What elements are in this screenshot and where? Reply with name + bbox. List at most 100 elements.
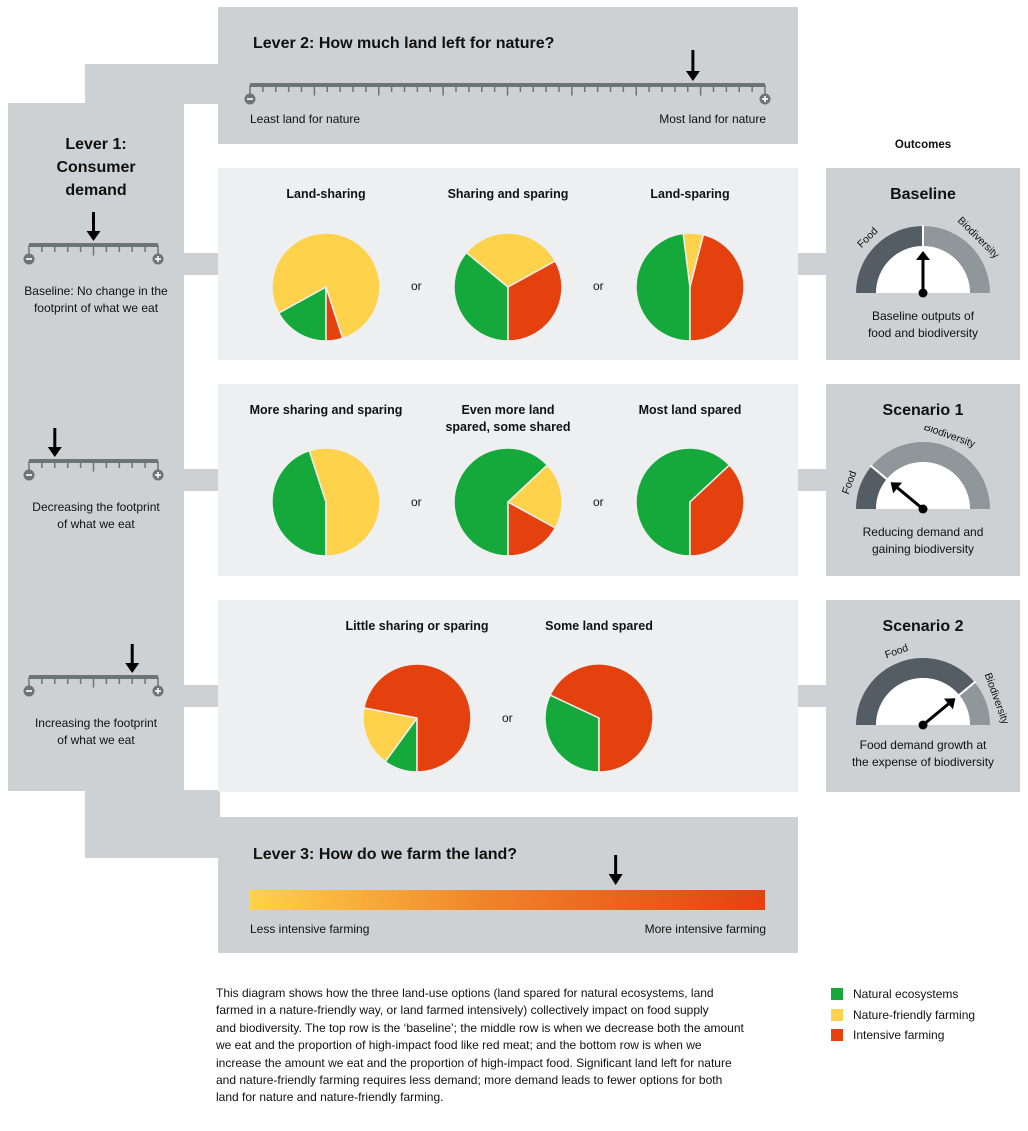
indicator-arrow-head: [125, 663, 140, 673]
or-label: or: [411, 495, 422, 509]
gauge-center: [876, 462, 970, 509]
pie-title-little-sharing-or-sparing: Little sharing or sparing: [327, 618, 507, 635]
pie-title-line1: Even more land: [461, 403, 555, 417]
lever1-baseline-label: Baseline: No change in the footprint of …: [8, 283, 184, 317]
connector-lever2: [85, 64, 220, 104]
gauge-divider: [869, 464, 889, 481]
lever1-title-line1: Lever 1:: [65, 136, 127, 153]
lever2-left-label: Least land for nature: [250, 112, 361, 126]
pie-chart-land-sharing: [271, 232, 381, 342]
pie-chart-sharing-and-sparing: [453, 232, 563, 342]
gauge-needle: [922, 702, 950, 727]
lever1-increasing-label: Increasing the footprint of what we eat: [8, 715, 184, 749]
gauge-needle-head: [890, 482, 903, 494]
outcome-title: Scenario 2: [882, 618, 964, 635]
pie-slice-natural: [635, 232, 691, 342]
pie-slice-intensive: [363, 663, 472, 773]
lever1-baseline-label-line1: Baseline: No change in the: [24, 284, 168, 298]
pie-slice-friendly: [506, 463, 563, 530]
outcome-description-line1: Baseline outputs of: [871, 309, 975, 323]
lever3-box: Lever 3: How do we farm the land? Less i…: [218, 817, 798, 953]
pie-slice-natural: [453, 251, 509, 342]
pie-title-line1: Some land spared: [545, 619, 653, 633]
pie-slice-intensive: [549, 663, 654, 773]
indicator-arrow-head: [47, 447, 62, 457]
outcome-description-line2: food and biodiversity: [867, 326, 979, 340]
pie-slice-natural: [453, 447, 549, 557]
gauge-food-arc: [856, 466, 887, 509]
pie-chart-land-sparing: [635, 232, 745, 342]
lever1-increasing-ruler: [23, 644, 164, 697]
lever1-title-line3: demand: [65, 182, 127, 199]
pie-slice-intensive: [507, 259, 563, 342]
gauge-divider: [957, 680, 977, 697]
lever1-baseline-label-line2: footprint of what we eat: [33, 301, 159, 315]
connector-lever3: [85, 790, 220, 858]
indicator-arrow-head: [86, 231, 101, 241]
connector-row3-left: [183, 685, 219, 707]
lever1-title: Lever 1: Consumer demand: [8, 133, 184, 202]
connector-row2-right: [796, 469, 826, 491]
pie-title-sharing-and-sparing: Sharing and sparing: [418, 186, 598, 203]
or-label: or: [411, 279, 422, 293]
pie-title-more-sharing-and-sparing: More sharing and sparing: [236, 402, 416, 419]
pie-title-land-sharing: Land-sharing: [236, 186, 416, 203]
lever1-title-line2: Consumer: [56, 159, 136, 176]
pie-slice-intensive: [325, 286, 344, 342]
outcome-gauge-baseline: Food Biodiversity: [855, 215, 1002, 298]
pie-slice-natural: [544, 694, 600, 773]
lever1-decreasing-label: Decreasing the footprint of what we eat: [8, 499, 184, 533]
gauge-food-arc: [856, 658, 975, 725]
legend-swatch-intensive: [831, 1029, 843, 1041]
description-line: farmed in a nature-friendly way, or land…: [216, 1003, 709, 1018]
legend-label: Nature-friendly farming: [853, 1008, 976, 1022]
intensity-gradient: [250, 890, 765, 910]
legend-swatch-friendly: [831, 1009, 843, 1021]
outcome-description-line1: Reducing demand and: [862, 525, 984, 539]
pie-title-most-land-spared: Most land spared: [600, 402, 780, 419]
pie-title-some-land-spared: Some land spared: [509, 618, 689, 635]
lever2-right-label: Most land for nature: [659, 112, 766, 126]
pie-panel-increasing: [218, 600, 798, 792]
lever1-baseline-ruler: [23, 212, 164, 265]
pie-slice-intensive: [507, 500, 557, 557]
lever1-decreasing-label-line1: Decreasing the footprint: [32, 500, 160, 514]
connector-row1-left: [183, 253, 219, 275]
outcome-description-line1: Food demand growth at: [859, 738, 987, 752]
legend-swatch-natural: [831, 988, 843, 1000]
pie-slice-friendly: [465, 232, 557, 288]
legend-label: Natural ecosystems: [853, 987, 959, 1001]
lever3-title: Lever 3: How do we farm the land?: [253, 846, 518, 863]
gauge-biodiversity-arc: [959, 682, 990, 725]
lever3-gradient-bar: [250, 855, 765, 910]
diagram-description: This diagram shows how the three land-us…: [216, 985, 816, 1107]
indicator-arrow-head: [608, 874, 623, 885]
connector-row1-right: [796, 253, 826, 275]
legend-item-natural: Natural ecosystems: [831, 987, 958, 1001]
connector-row2-left: [183, 469, 219, 491]
outcome-description-line2: the expense of biodiversity: [851, 755, 995, 769]
legend-item-friendly: Nature-friendly farming: [831, 1008, 975, 1022]
pie-slice-friendly: [362, 707, 419, 763]
gauge-center: [876, 678, 970, 725]
outcome-description: Baseline outputs of food and biodiversit…: [826, 308, 1020, 342]
lever2-box: Lever 2: How much land left for nature? …: [218, 7, 798, 144]
description-line: we eat and the proportion of high-impact…: [216, 1038, 702, 1053]
or-label: or: [593, 279, 604, 293]
pie-title-line1: Sharing and sparing: [447, 187, 569, 201]
pie-chart-even-more-land-spared: [453, 447, 563, 557]
lever2-ruler: [244, 50, 771, 105]
description-line: increase the amount we eat and the propo…: [216, 1055, 732, 1070]
pie-slice-friendly: [271, 232, 381, 340]
pie-chart-some-land-spared: [544, 663, 654, 773]
pie-title-land-sparing: Land-sparing: [600, 186, 780, 203]
pie-slice-natural: [271, 449, 327, 557]
lever1-decreasing-label-line2: of what we eat: [57, 517, 135, 531]
or-label: or: [502, 711, 513, 725]
gauge-needle: [896, 486, 924, 511]
lever1-decreasing-ruler: [23, 428, 164, 481]
pie-slice-intensive: [689, 463, 745, 557]
pie-title-line1: Land-sparing: [650, 187, 730, 201]
